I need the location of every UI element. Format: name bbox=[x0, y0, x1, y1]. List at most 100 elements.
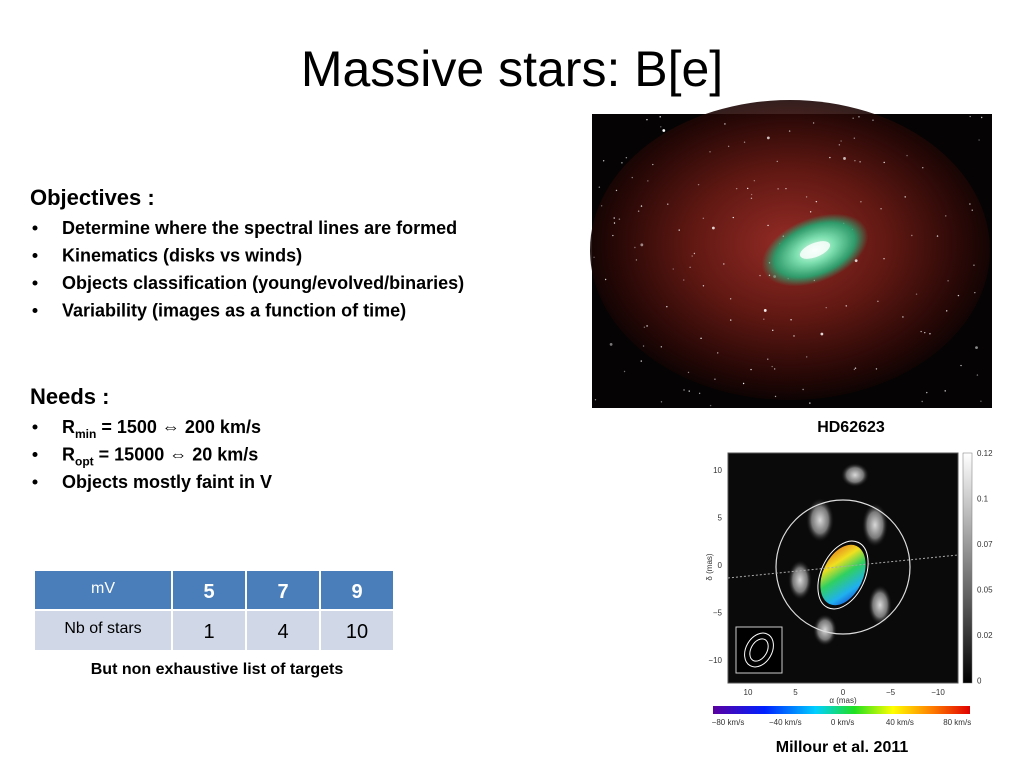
y-axis-label: δ (mas) bbox=[705, 553, 714, 580]
star bbox=[920, 330, 922, 333]
star bbox=[702, 285, 705, 287]
star bbox=[838, 144, 841, 146]
star bbox=[926, 391, 928, 394]
star bbox=[747, 187, 749, 190]
star bbox=[812, 122, 815, 124]
star bbox=[662, 129, 666, 132]
star bbox=[875, 368, 878, 370]
cell-text: 4 bbox=[277, 621, 288, 643]
star bbox=[642, 345, 645, 347]
star bbox=[969, 115, 971, 118]
bullet bbox=[32, 308, 38, 313]
table-caption: But non exhaustive list of targets bbox=[91, 661, 344, 678]
star bbox=[735, 187, 738, 190]
star bbox=[809, 402, 811, 404]
star bbox=[877, 300, 879, 303]
star bbox=[805, 356, 808, 358]
star bbox=[688, 390, 690, 392]
colorbar-label: 0.12 bbox=[977, 449, 993, 458]
star bbox=[829, 156, 831, 159]
star bbox=[709, 151, 711, 153]
star bbox=[763, 318, 765, 320]
velocity-label: 40 km/s bbox=[886, 718, 914, 727]
x-tick-label: −5 bbox=[886, 688, 896, 697]
star bbox=[852, 117, 854, 119]
x-tick-label: 10 bbox=[744, 688, 753, 697]
star bbox=[772, 329, 774, 331]
star bbox=[698, 392, 701, 395]
star bbox=[729, 298, 732, 300]
star bbox=[750, 368, 752, 371]
star bbox=[750, 193, 753, 196]
star bbox=[609, 342, 613, 346]
star bbox=[646, 325, 648, 327]
objective-item: Kinematics (disks vs winds) bbox=[62, 246, 302, 266]
star bbox=[978, 139, 980, 141]
star bbox=[732, 216, 734, 219]
need-main: R bbox=[62, 445, 75, 465]
y-tick-label: 5 bbox=[718, 514, 723, 523]
table-cell bbox=[171, 609, 247, 652]
need-item: Ropt = 15000 ⇔ 20 km/s bbox=[62, 445, 258, 469]
star bbox=[683, 389, 685, 391]
star bbox=[825, 306, 827, 309]
star bbox=[602, 160, 605, 162]
star bbox=[717, 352, 719, 354]
star bbox=[974, 291, 976, 294]
star bbox=[854, 159, 856, 162]
star bbox=[802, 388, 804, 391]
need-sub: opt bbox=[75, 455, 94, 469]
star bbox=[640, 243, 644, 247]
star bbox=[880, 208, 882, 210]
star bbox=[618, 218, 621, 220]
star bbox=[773, 368, 776, 370]
star bbox=[615, 189, 618, 192]
star bbox=[604, 278, 607, 281]
star bbox=[776, 160, 778, 163]
star bbox=[678, 229, 680, 231]
star bbox=[946, 310, 948, 312]
table-cell bbox=[319, 609, 395, 652]
star bbox=[697, 183, 700, 186]
star bbox=[815, 200, 818, 203]
objective-item: Determine where the spectral lines are f… bbox=[62, 218, 457, 238]
need-item: Rmin = 1500 ⇔ 200 km/s bbox=[62, 417, 261, 441]
need-rest: = 1500 ⇔ 200 km/s bbox=[96, 417, 261, 437]
star bbox=[667, 203, 669, 205]
star bbox=[621, 162, 623, 164]
star bbox=[858, 116, 860, 118]
star bbox=[771, 365, 773, 368]
star bbox=[693, 252, 696, 255]
objectives-list: Determine where the spectral lines are f… bbox=[32, 218, 464, 321]
y-tick-label: 0 bbox=[718, 561, 723, 570]
star bbox=[702, 217, 705, 219]
x-tick-label: 5 bbox=[793, 688, 798, 697]
star bbox=[723, 263, 725, 265]
star bbox=[612, 234, 614, 237]
table-cell bbox=[33, 609, 173, 652]
star bbox=[921, 400, 923, 403]
cell-text: 10 bbox=[346, 621, 368, 643]
star bbox=[640, 205, 643, 207]
star bbox=[845, 305, 847, 307]
velocity-label: −40 km/s bbox=[769, 718, 802, 727]
table-cell bbox=[33, 569, 173, 611]
colorbar-label: 0.07 bbox=[977, 540, 993, 549]
star bbox=[750, 197, 753, 200]
star bbox=[853, 137, 856, 139]
cell-text: Nb of stars bbox=[64, 620, 141, 637]
nebula-image bbox=[590, 100, 992, 408]
star bbox=[767, 224, 769, 227]
bullet bbox=[32, 479, 38, 485]
objective-item: Objects classification (young/evolved/bi… bbox=[62, 273, 464, 293]
cell-text: 7 bbox=[277, 581, 288, 603]
star bbox=[945, 215, 947, 217]
star bbox=[853, 368, 856, 371]
star bbox=[906, 154, 908, 157]
star bbox=[623, 370, 626, 373]
image-label: HD62623 bbox=[817, 419, 885, 436]
star bbox=[936, 235, 939, 237]
star bbox=[700, 337, 702, 340]
need-main: R bbox=[62, 417, 75, 437]
